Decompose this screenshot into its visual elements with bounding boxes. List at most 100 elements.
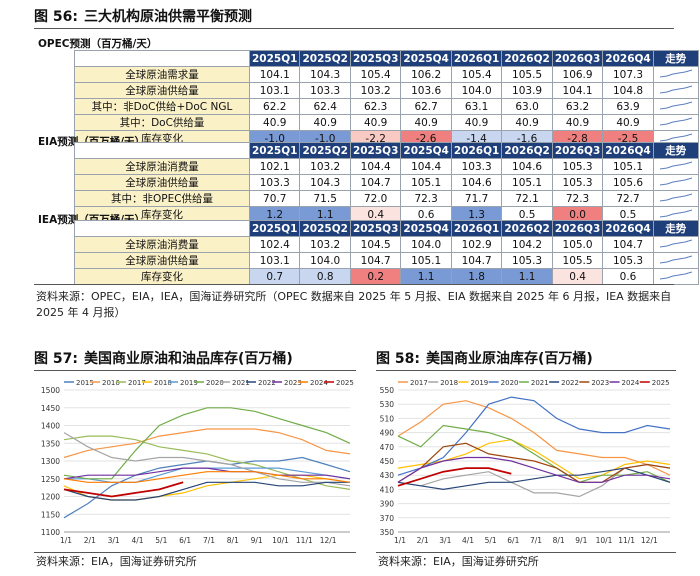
row-label: 全球原油供给量 <box>74 252 250 269</box>
fig56-title: 图 56: 三大机构原油供需平衡预测 <box>34 6 252 26</box>
value-cell: 62.7 <box>400 98 452 115</box>
value-cell: 72.1 <box>501 190 553 207</box>
x-tick-label: 9/1 <box>575 536 587 545</box>
trend-cell <box>652 174 699 191</box>
table-header-row: 2025Q1 2025Q2 2025Q3 2025Q4 2026Q1 2026Q2 2026… <box>74 142 699 159</box>
value-cell: 1.1 <box>400 268 452 285</box>
quarter-header: 2025Q3 <box>349 50 402 67</box>
quarter-header: 2026Q3 <box>551 220 604 237</box>
value-cell: 105.5 <box>501 66 553 83</box>
y-tick-label: 1200 <box>41 493 60 502</box>
trend-cell <box>652 268 699 285</box>
value-cell: 40.9 <box>551 114 604 131</box>
y-tick-label: 410 <box>380 485 395 494</box>
series-line-2016 <box>63 428 351 459</box>
trend-sparkline <box>659 101 692 109</box>
fig58-number: 图 58: <box>376 351 420 367</box>
y-tick-label: 470 <box>380 443 395 452</box>
x-tick-label: 4/1 <box>462 536 474 545</box>
value-cell: 104.7 <box>349 174 402 191</box>
x-tick-label: 3/1 <box>108 536 120 545</box>
y-tick-label: 1100 <box>41 528 60 537</box>
y-tick-label: 510 <box>380 414 395 423</box>
table-row: 库存变化 0.7 0.8 0.2 1.1 1.8 1.1 0.4 0.6 <box>74 268 699 285</box>
value-cell: 1.2 <box>248 206 301 223</box>
value-cell: 105.1 <box>400 174 452 191</box>
value-cell: 103.2 <box>299 158 351 175</box>
fig58-title: 图 58: 美国商业原油库存(百万桶) <box>376 348 593 368</box>
x-tick-label: 5/1 <box>155 536 167 545</box>
x-tick-label: 7/1 <box>530 536 542 545</box>
value-cell: 0.4 <box>349 206 402 223</box>
value-cell: 72.0 <box>349 190 402 207</box>
trend-header: 走势 <box>652 50 699 67</box>
trend-sparkline <box>659 69 692 77</box>
trend-sparkline <box>659 193 692 201</box>
fig57-bottom-rule <box>34 552 356 553</box>
quarter-header: 2025Q1 <box>248 220 301 237</box>
quarter-header: 2025Q1 <box>248 50 301 67</box>
trend-cell <box>652 114 699 131</box>
value-cell: 107.3 <box>602 66 654 83</box>
value-cell: 40.9 <box>400 114 452 131</box>
x-tick-label: 8/1 <box>227 536 239 545</box>
value-cell: 103.3 <box>450 158 503 175</box>
value-cell: 103.3 <box>248 174 301 191</box>
series-line-2015 <box>63 456 351 519</box>
x-tick-label: 5/1 <box>485 536 497 545</box>
fig56-title-text: 三大机构原油供需平衡预测 <box>83 9 252 25</box>
value-cell: 103.2 <box>349 82 402 99</box>
value-cell: 103.1 <box>248 252 301 269</box>
trend-sparkline <box>659 117 692 125</box>
value-cell: 105.3 <box>551 174 604 191</box>
quarter-header: 2026Q2 <box>501 220 553 237</box>
series-line-2024 <box>397 456 671 483</box>
value-cell: 102.4 <box>248 236 301 253</box>
quarter-header: 2025Q1 <box>248 142 301 159</box>
value-cell: 105.3 <box>602 252 654 269</box>
value-cell: 106.2 <box>400 66 452 83</box>
quarter-header: 2025Q2 <box>299 220 351 237</box>
value-cell: 63.0 <box>501 98 553 115</box>
quarter-header: 2026Q3 <box>551 50 604 67</box>
value-cell: 104.0 <box>299 252 351 269</box>
fig56-number: 图 56: <box>34 9 78 25</box>
value-cell: 1.8 <box>450 268 503 285</box>
series-line-2022 <box>63 481 350 501</box>
y-tick-label: 370 <box>380 514 395 523</box>
y-tick-label: 1500 <box>41 386 60 395</box>
series-line-2023 <box>397 442 671 483</box>
header-corner <box>74 220 250 237</box>
series-line-2020 <box>63 407 351 480</box>
value-cell: 70.7 <box>248 190 301 207</box>
quarter-header: 2026Q4 <box>602 142 654 159</box>
fig58-chart: 350 370 390 410 430 450 470 490 510 530 550 1/1 2/1 3… <box>380 379 671 545</box>
value-cell: 106.9 <box>551 66 604 83</box>
value-cell: 0.5 <box>602 206 654 223</box>
quarter-header: 2026Q3 <box>551 142 604 159</box>
table-row: 库存变化 1.2 1.1 0.4 0.6 1.3 0.5 0.0 0.5 <box>74 206 699 223</box>
title-rule <box>34 28 674 29</box>
y-tick-label: 390 <box>380 500 395 509</box>
legend-label: 2022 <box>561 379 579 387</box>
table-header-row: 2025Q1 2025Q2 2025Q3 2025Q4 2026Q1 2026Q2 2026… <box>74 220 699 237</box>
value-cell: 40.9 <box>248 114 301 131</box>
value-cell: 63.2 <box>551 98 604 115</box>
legend-label: 2022 <box>258 379 276 387</box>
trend-cell <box>652 206 699 223</box>
y-tick-label: 1300 <box>41 457 60 466</box>
fig57-number: 图 57: <box>34 351 78 367</box>
legend-label: 2020 <box>501 379 519 387</box>
y-tick-label: 1250 <box>41 475 60 484</box>
value-cell: 105.1 <box>602 158 654 175</box>
value-cell: 104.3 <box>299 174 351 191</box>
row-label: 其中：非OPEC供给量 <box>74 190 250 207</box>
y-tick-label: 430 <box>380 471 395 480</box>
trend-sparkline <box>659 239 692 247</box>
series-line-2017 <box>397 400 671 476</box>
x-tick-label: 10/1 <box>596 536 613 545</box>
fig57-title-text: 美国商业原油和油品库存(百万桶) <box>83 351 293 367</box>
value-cell: 104.6 <box>450 174 503 191</box>
value-cell: 0.7 <box>248 268 301 285</box>
row-label: 库存变化 <box>74 268 250 285</box>
